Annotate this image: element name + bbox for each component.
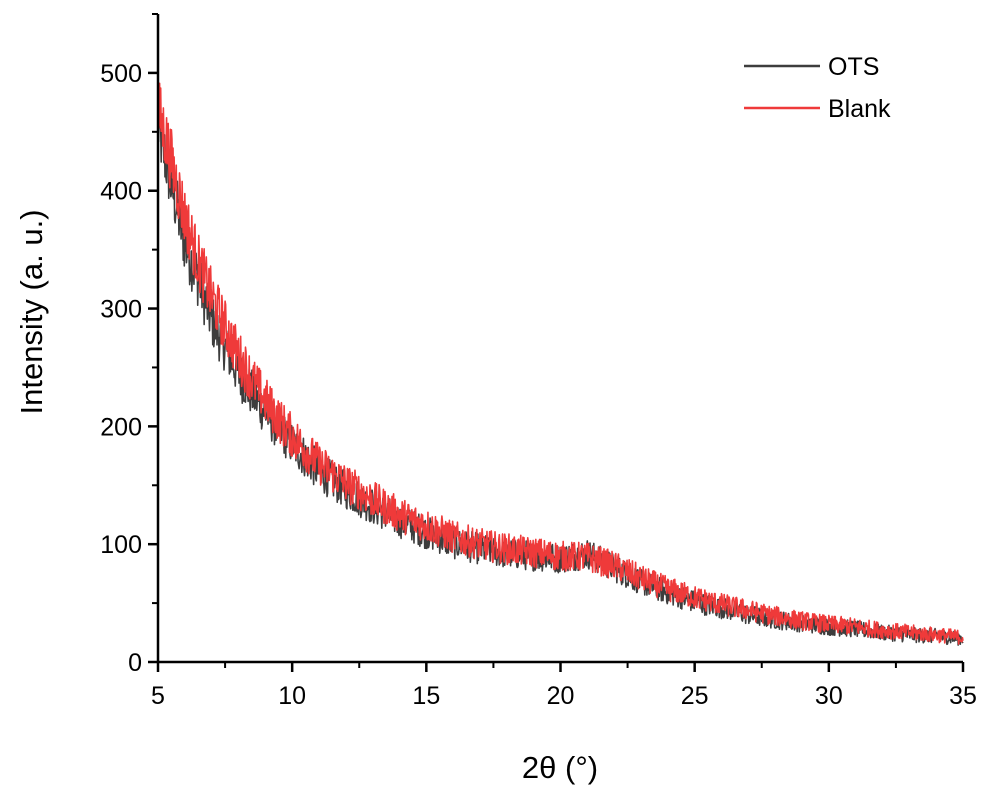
x-axis-title: 2θ (°) xyxy=(522,750,598,785)
series-lines xyxy=(157,82,964,646)
y-tick-label: 300 xyxy=(100,296,142,324)
x-tick-label: 15 xyxy=(412,682,440,710)
legend-label-ots: OTS xyxy=(828,53,879,81)
legend: OTS Blank xyxy=(744,53,891,123)
y-tick-label: 500 xyxy=(100,60,142,88)
tick-marks xyxy=(148,13,965,672)
series-line-ots xyxy=(157,98,964,646)
y-tick-label: 200 xyxy=(100,413,142,441)
y-axis-title: Intensity (a. u.) xyxy=(14,209,49,414)
y-tick-label: 100 xyxy=(100,531,142,559)
x-tick-label: 25 xyxy=(681,682,709,710)
legend-label-blank: Blank xyxy=(828,95,891,123)
x-tick-label: 10 xyxy=(278,682,306,710)
x-tick-label: 30 xyxy=(815,682,843,710)
tick-labels: 5 10 15 20 25 30 35 0 100 200 300 400 500 xyxy=(100,60,977,710)
x-tick-label: 20 xyxy=(547,682,575,710)
x-tick-label: 35 xyxy=(949,682,977,710)
series-line-blank xyxy=(157,82,964,645)
y-tick-label: 400 xyxy=(100,178,142,206)
y-tick-label: 0 xyxy=(128,649,142,677)
x-tick-label: 5 xyxy=(151,682,165,710)
